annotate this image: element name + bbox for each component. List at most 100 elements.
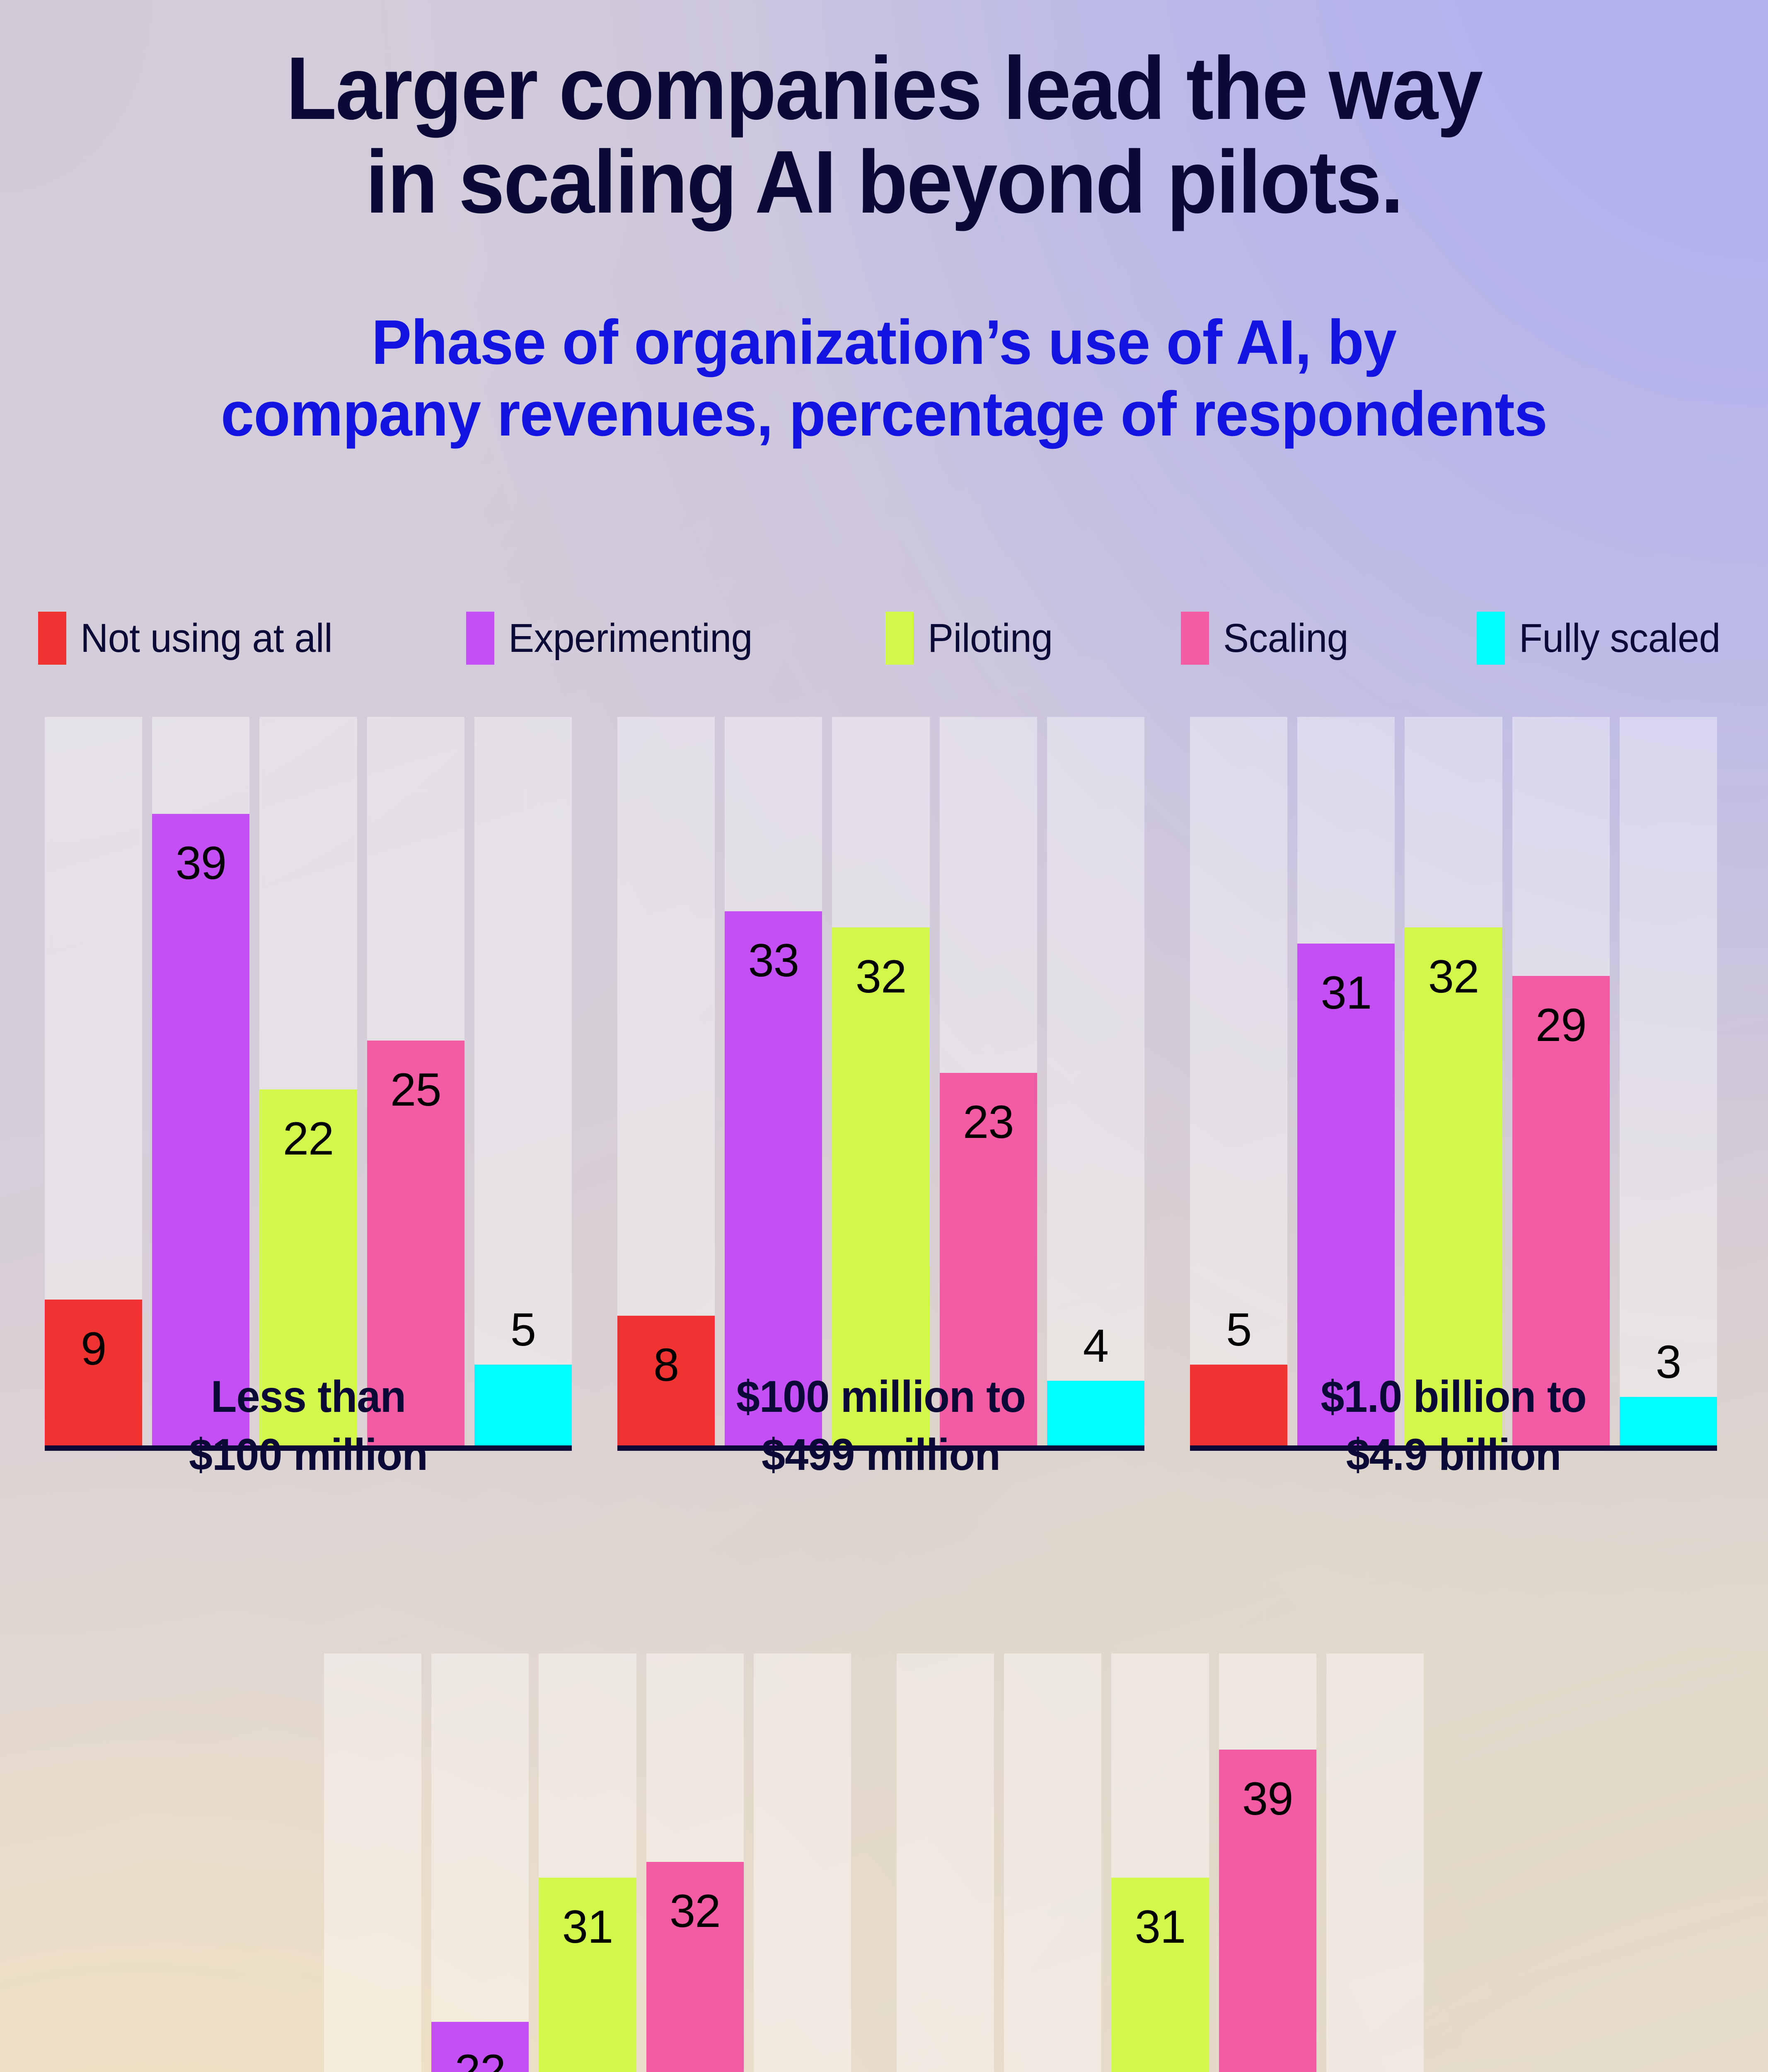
bar-value-label: 31: [1321, 966, 1372, 1019]
bar-value-label: 22: [283, 1112, 334, 1164]
legend-item-piloting[interactable]: Piloting: [885, 612, 1058, 665]
bar-value-label: 9: [80, 1323, 106, 1375]
chart-group: 62231329$5 billion or more: [324, 1653, 851, 2072]
bar-value-label: 8: [653, 1339, 679, 1391]
bar[interactable]: [431, 2022, 529, 2072]
chart-group: 9 39 22 25 5 Less than $100 million: [45, 717, 572, 1619]
bar-value-label: 32: [1428, 950, 1480, 1002]
bar-track: 39: [152, 717, 250, 1445]
bar-value-label: 32: [669, 1885, 721, 1937]
bar-track: 31: [1111, 1653, 1209, 2072]
legend-item-label: Scaling: [1223, 615, 1349, 661]
bar-track: 1: [897, 1653, 994, 2072]
axis-baseline: [1190, 1445, 1717, 1451]
bar[interactable]: [939, 1073, 1037, 1445]
bar-track: 3: [1619, 717, 1717, 1445]
bar[interactable]: [1190, 1364, 1288, 1445]
bar-track: 31: [1297, 717, 1395, 1445]
bar-track-row: 6 22 31 32 9: [324, 1653, 851, 2072]
bar-track-row: 5 31 32 29 3: [1190, 717, 1717, 1445]
legend-item-not-using-at-all[interactable]: Not using at all: [38, 612, 343, 665]
bar-track: 5: [1190, 717, 1288, 1445]
page-title: Larger companies lead the way in scaling…: [286, 38, 1483, 232]
bar-track: 8: [617, 717, 715, 1445]
bar-track: 9: [45, 717, 143, 1445]
bar-track-row: 9 39 22 25 5: [45, 717, 572, 1445]
bar[interactable]: [45, 1300, 143, 1445]
chart-legend: Not using at all Experimenting Piloting Sca…: [38, 607, 1729, 669]
legend-item-label: Fully scaled: [1519, 615, 1720, 661]
bar-track: 17: [1004, 1653, 1102, 2072]
bar-value-label: 23: [963, 1096, 1014, 1148]
legend-swatch-icon: [1181, 612, 1209, 665]
bar-track: 25: [367, 717, 464, 1445]
bar[interactable]: [1405, 927, 1502, 1445]
bar-track: 22: [431, 1653, 529, 2072]
bar-value-label: 33: [748, 934, 800, 986]
bar-value-label: 39: [175, 837, 227, 889]
bar[interactable]: [1619, 1397, 1717, 1445]
bar-track-row: 8 33 32 23 4: [617, 717, 1145, 1445]
legend-item-scaling[interactable]: Scaling: [1181, 612, 1354, 665]
bar[interactable]: [832, 927, 930, 1445]
bar-track: 33: [725, 717, 822, 1445]
legend-item-label: Experimenting: [508, 615, 752, 661]
chart-plot-area: 6 22 31 32 9: [324, 1653, 851, 2072]
bar-track: 6: [324, 1653, 422, 2072]
bar[interactable]: [646, 1861, 744, 2072]
chart-plot-area: 9 39 22 25 5: [45, 717, 572, 1451]
bar-value-label: 39: [1242, 1773, 1294, 1825]
bar[interactable]: [725, 911, 822, 1445]
bar-value-label: 29: [1535, 999, 1587, 1051]
bar-value-label: 5: [1226, 1303, 1252, 1356]
bar-track: 31: [539, 1653, 636, 2072]
bar-value-label: 25: [390, 1064, 442, 1116]
legend-item-label: Not using at all: [80, 615, 333, 661]
bar[interactable]: [367, 1041, 464, 1445]
bar-track-row: 117 31 39 10: [897, 1653, 1424, 2072]
bar-value-label: 32: [855, 950, 907, 1002]
bar[interactable]: [539, 1878, 636, 2072]
bar[interactable]: [259, 1089, 357, 1445]
legend-swatch-icon: [1476, 612, 1505, 665]
axis-baseline: [617, 1445, 1144, 1451]
bar[interactable]: [1297, 943, 1395, 1445]
legend-item-fully-scaled[interactable]: Fully scaled: [1476, 612, 1729, 665]
legend-swatch-icon: [885, 612, 914, 665]
bar[interactable]: [1047, 1380, 1145, 1445]
bar-value-label: 3: [1655, 1336, 1681, 1388]
legend-item-label: Piloting: [928, 615, 1053, 661]
legend-swatch-icon: [466, 612, 494, 665]
bar[interactable]: [1219, 1750, 1316, 2072]
bar-track: 22: [259, 717, 357, 1445]
bar-track: 32: [1405, 717, 1502, 1445]
category-label: $1.0 billion to $4.9 billion: [1321, 1371, 1587, 1480]
bar[interactable]: [474, 1364, 572, 1445]
chart-plot-area: 117 31 39 10: [897, 1653, 1424, 2072]
page-subtitle: Phase of organization’s use of AI, by co…: [220, 307, 1548, 450]
bar-value-label: 22: [455, 2045, 506, 2072]
chart-group: 8 33 32 23 4 $100 million to $499 million: [617, 717, 1145, 1619]
bar-track: 32: [832, 717, 930, 1445]
bar-value-label: 31: [562, 1901, 614, 1953]
bar-track: 32: [646, 1653, 744, 2072]
bar[interactable]: [152, 814, 250, 1445]
chart-plot-area: 5 31 32 29 3: [1190, 717, 1717, 1451]
category-label: Less than $100 million: [189, 1371, 428, 1480]
chart-group: 5 31 32 29 3 $1.0 billion to $4.9 billion: [1190, 717, 1717, 1619]
bar[interactable]: [1512, 976, 1610, 1445]
bar-track: 5: [474, 717, 572, 1445]
bar-value-label: 5: [510, 1303, 536, 1356]
category-label: $100 million to $499 million: [736, 1371, 1026, 1480]
legend-item-experimenting[interactable]: Experimenting: [466, 612, 763, 665]
bar[interactable]: [617, 1316, 715, 1445]
bar-track: 9: [753, 1653, 851, 2072]
bar-track: 39: [1219, 1653, 1316, 2072]
bar-track: 29: [1512, 717, 1610, 1445]
bar[interactable]: [1111, 1878, 1209, 2072]
bar-track: 4: [1047, 717, 1145, 1445]
axis-baseline: [45, 1445, 572, 1451]
chart-group: 117313910$500 million to $999 million: [897, 1653, 1424, 2072]
bar-track: 10: [1326, 1653, 1424, 2072]
